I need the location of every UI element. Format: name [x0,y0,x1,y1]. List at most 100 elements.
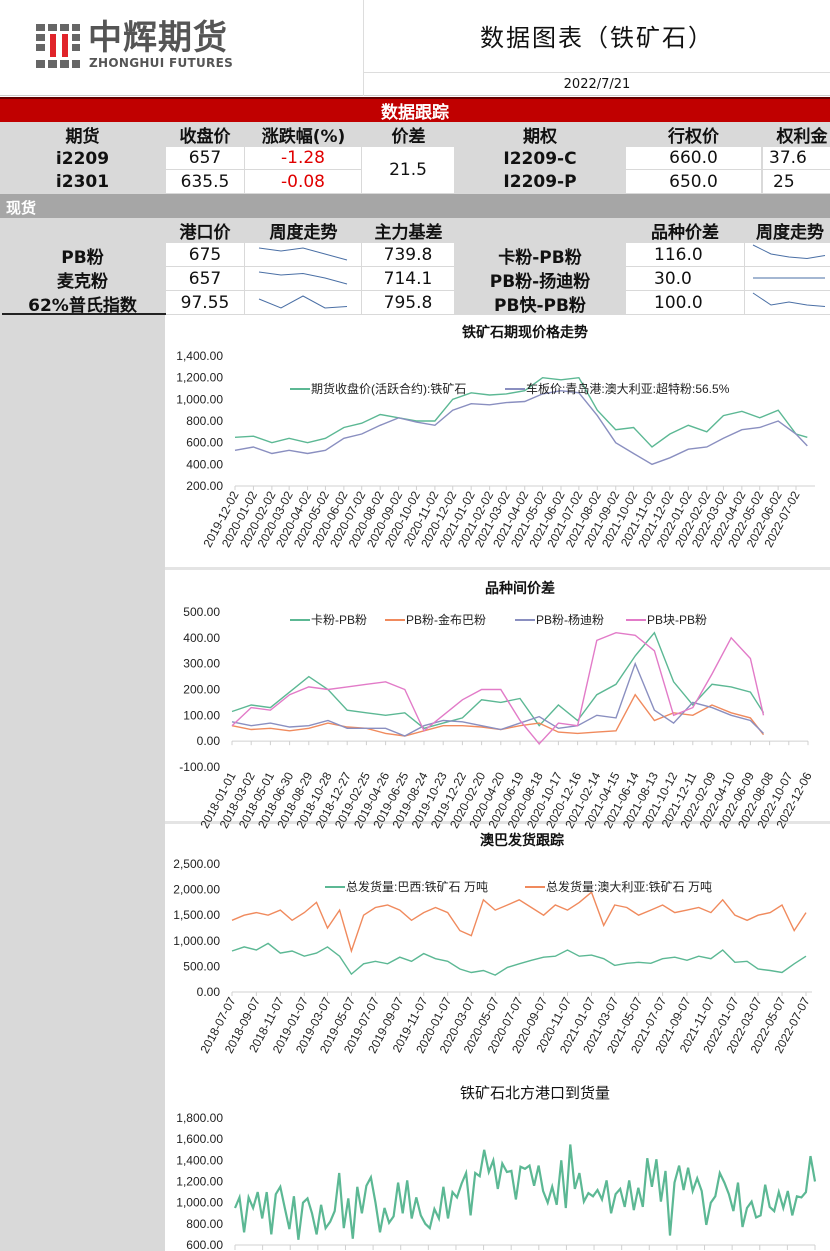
option-name: I2209-C [503,148,577,169]
col-header: 期权 [523,127,557,147]
page-title: 数据图表（铁矿石） [480,24,714,52]
main-basis: 739.8 [362,243,454,266]
y-tick-label: 1,800.00 [176,1111,223,1125]
spot-name: PB粉 [61,247,104,268]
weekly-trend-sparkline [245,267,361,290]
series-line [233,1144,817,1240]
col-header: 价差 [391,127,426,147]
y-tick-label: 500.00 [183,959,220,973]
legend-label: PB粉-金布巴粉 [406,612,486,627]
change-pct: -1.28 [245,147,361,169]
weekly-trend-sparkline [245,291,361,314]
y-tick-label: 500.00 [183,605,220,619]
port-price: 675 [166,243,244,266]
report-date: 2022/7/21 [563,77,631,92]
y-tick-label: 800.00 [186,1217,223,1231]
col-header: 周度走势 [756,223,824,243]
spot-name: 麦克粉 [57,271,108,292]
series-line [231,661,764,737]
pair-spread: 100.0 [626,291,744,314]
strike-price: 660.0 [626,147,761,169]
y-tick-label: 2,000.00 [173,883,220,897]
col-header: 品种价差 [651,223,719,243]
col-header: 收盘价 [179,127,231,147]
y-tick-label: 1,400.00 [176,349,223,363]
legend-label: PB块-PB粉 [647,613,707,627]
col-header: 行权价 [668,127,719,147]
option-name: I2209-P [503,171,577,192]
spot-name: 62%普氏指数 [28,295,137,316]
y-tick-label: 600.00 [186,436,223,450]
series-line [231,942,807,976]
close-price: 657 [166,147,244,169]
port-price: 657 [166,267,244,290]
col-header: 港口价 [179,223,231,243]
header: 中辉期货 ZHONGHUI FUTURES 数据图表（铁矿石） 2022/7/2… [0,0,830,96]
series-line [234,376,808,448]
y-tick-label: 1,200.00 [176,371,223,385]
premium: 25 [763,170,830,193]
sparkline [258,271,348,285]
y-tick-label: 100.00 [183,708,220,722]
spread-pair: 卡粉-PB粉 [498,247,582,268]
spread-pair: PB快-PB粉 [494,295,586,316]
legend-label: 总发货量:巴西:铁矿石 万吨 [346,879,488,894]
col-header: 周度走势 [269,223,338,243]
y-tick-label: 1,600.00 [176,1132,223,1146]
legend-label: 卡粉-PB粉 [311,613,367,627]
y-tick-label: 0.00 [197,734,221,748]
col-header: 涨跌幅(%) [261,127,346,147]
tracking-banner: 数据跟踪 [0,97,830,122]
y-tick-label: 400.00 [186,457,223,471]
close-price: 635.5 [166,170,244,193]
left-gutter [0,315,165,1251]
logo-en: ZHONGHUI FUTURES [89,56,234,70]
pair-trend-sparkline [745,291,830,314]
series-line [231,631,765,745]
sparkline [753,277,825,279]
chart-2: 品种间价差 -100.00 0.00 100.00 200.00 300.00 400.00… [179,580,815,831]
contract-name: i2209 [55,148,110,169]
y-tick-label: 0.00 [197,985,221,999]
y-tick-label: 1,400.00 [176,1153,223,1167]
chart-title: 澳巴发货跟踪 [480,832,564,849]
gutter-underline [2,313,166,315]
chart-1: 铁矿石期现价格走势 200.00 400.00 600.00 800.00 1,000.0… [176,324,815,550]
y-tick-label: 1,500.00 [173,908,220,922]
pair-trend-sparkline [745,267,830,290]
port-price: 97.55 [166,291,244,314]
logo-cn: 中辉期货 [88,18,228,58]
pair-trend-sparkline [745,243,830,266]
premium: 37.6 [763,147,830,169]
spot-banner: 现货 [0,194,830,218]
y-tick-label: 1,000.00 [173,934,220,948]
y-tick-label: 200.00 [183,683,220,697]
logo-mark-icon [36,24,80,68]
chart-3: 澳巴发货跟踪 0.00 500.00 1,000.00 1,500.00 2,000.00… [173,832,813,1056]
y-tick-label: 400.00 [183,631,220,645]
strike-price: 650.0 [626,170,761,193]
col-header: 期货 [65,127,100,147]
chart-title: 铁矿石北方港口到货量 [460,1084,610,1102]
sparkline [752,244,826,260]
pair-spread: 30.0 [626,267,744,290]
y-tick-label: 200.00 [186,479,223,493]
logo: 中辉期货 ZHONGHUI FUTURES [36,20,276,72]
spot-table: 港口价 周度走势 主力基差 品种价差 周度走势 PB粉 675 739.8 卡粉-PB粉 116.… [0,218,830,315]
change-pct: -0.08 [245,170,361,193]
col-header: 权利金 [776,127,828,147]
legend-label: 总发货量:澳大利亚:铁矿石 万吨 [546,879,712,894]
y-tick-label: 600.00 [186,1238,223,1251]
weekly-trend-sparkline [245,243,361,266]
y-tick-label: 2,500.00 [173,857,220,871]
y-tick-label: 1,000.00 [176,392,223,406]
col-header: 主力基差 [374,223,443,243]
pair-spread: 116.0 [626,243,744,266]
y-tick-label: 300.00 [183,657,220,671]
sparkline [258,247,348,261]
y-tick-label: 1,000.00 [176,1196,223,1210]
y-tick-label: 1,200.00 [176,1175,223,1189]
main-basis: 795.8 [362,291,454,314]
series-line [231,693,765,737]
